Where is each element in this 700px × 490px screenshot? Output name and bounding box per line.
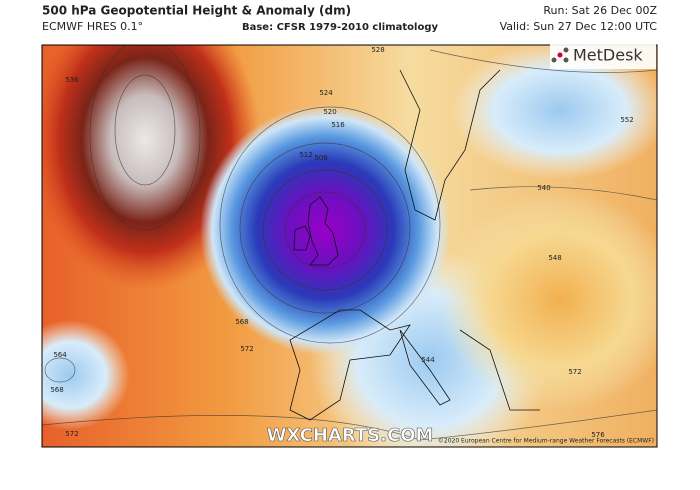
contour-label: 516 — [331, 121, 345, 129]
base: Base: CFSR 1979-2010 climatology — [242, 22, 438, 33]
watermark: WXCHARTS.COM — [267, 425, 434, 446]
run: Run: Sat 26 Dec 00Z — [543, 4, 657, 17]
contour-label: 568 — [50, 386, 63, 394]
contour-label: 572 — [240, 345, 253, 353]
contour-label: 536 — [65, 76, 79, 84]
model: ECMWF HRES 0.1° — [42, 20, 143, 33]
copyright: ©2020 European Centre for Medium-range W… — [438, 438, 654, 445]
contour-label: 564 — [53, 351, 67, 359]
map: 528 524 520 516 512 508 540 552 536 548 564 568 568 5… — [42, 45, 657, 447]
contour-label: 520 — [323, 108, 336, 116]
title: 500 hPa Geopotential Height & Anomaly (d… — [42, 4, 351, 18]
contour-label: 544 — [421, 356, 435, 364]
logo-icon — [551, 47, 569, 63]
contour-label: 572 — [568, 368, 581, 376]
contour-label: 524 — [319, 89, 333, 97]
contour-label: 548 — [548, 254, 561, 262]
contour-label: 508 — [314, 154, 327, 162]
logo: MetDesk — [573, 46, 643, 65]
map-frame — [41, 44, 658, 448]
contour-label: 576 — [591, 431, 605, 439]
contour-label: 512 — [299, 151, 312, 159]
contour-label: 568 — [235, 318, 248, 326]
contour-label: 528 — [371, 46, 384, 54]
contour-label: 540 — [537, 184, 550, 192]
contour-label: 572 — [65, 430, 78, 438]
logo-box — [550, 41, 656, 69]
valid: Valid: Sun 27 Dec 12:00 UTC — [500, 20, 658, 33]
contour-label: 552 — [620, 116, 633, 124]
